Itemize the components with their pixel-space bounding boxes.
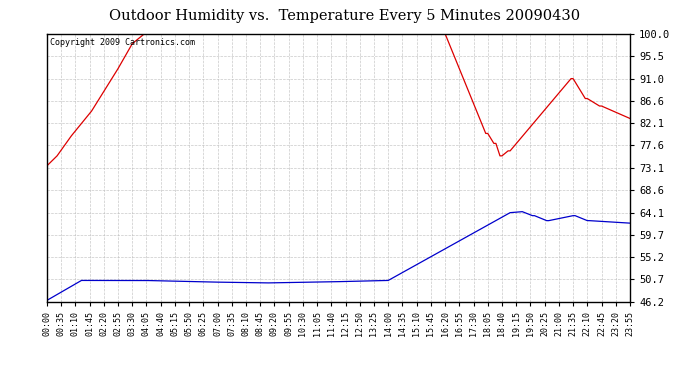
Text: Outdoor Humidity vs.  Temperature Every 5 Minutes 20090430: Outdoor Humidity vs. Temperature Every 5… xyxy=(110,9,580,23)
Text: Copyright 2009 Cartronics.com: Copyright 2009 Cartronics.com xyxy=(50,38,195,47)
